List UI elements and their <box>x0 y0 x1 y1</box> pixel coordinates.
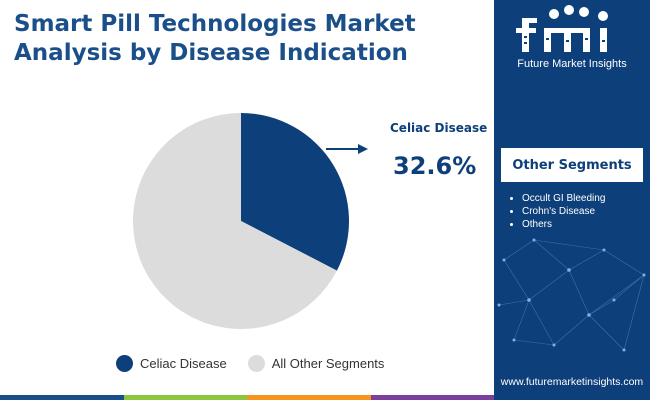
pie-slice-all-other-segments <box>132 113 337 329</box>
bottom-bar-segment <box>0 395 124 400</box>
fmi-logo-mark <box>516 5 608 52</box>
legend-item-celiac: Celiac Disease <box>116 355 227 372</box>
segments-title: Other Segments <box>512 157 632 173</box>
arrow-right-icon <box>326 144 368 154</box>
pie-chart <box>132 113 368 329</box>
legend-swatch-celiac <box>116 355 133 372</box>
bottom-color-bar <box>0 395 494 400</box>
fmi-logo-icon: Future Market Insights <box>494 0 650 80</box>
website-link[interactable]: www.futuremarketinsights.com <box>500 376 644 388</box>
side-panel: Future Market Insights Other Segments Oc… <box>494 0 650 400</box>
network-decoration <box>497 238 646 352</box>
segments-header: Other Segments <box>501 148 643 182</box>
callout-label: Celiac Disease <box>390 121 488 135</box>
legend-swatch-other <box>247 355 265 372</box>
callout-value: 32.6% <box>393 152 477 180</box>
legend-item-other: All Other Segments <box>247 355 385 372</box>
bottom-bar-segment <box>247 395 371 400</box>
legend-label: Celiac Disease <box>140 356 227 371</box>
list-item: Crohn's Disease <box>509 205 605 218</box>
segments-list: Occult GI Bleeding Crohn's Disease Other… <box>509 192 605 231</box>
chart-legend: Celiac Disease All Other Segments <box>116 355 405 372</box>
list-item: Others <box>509 218 605 231</box>
brand-name: Future Market Insights <box>517 58 627 70</box>
list-item: Occult GI Bleeding <box>509 192 605 205</box>
bottom-bar-segment <box>370 395 494 400</box>
legend-label: All Other Segments <box>271 356 385 371</box>
page-title: Smart Pill Technologies Market Analysis … <box>14 11 416 66</box>
pie-slice-celiac-disease <box>241 113 349 271</box>
pie-slices <box>132 113 349 329</box>
bottom-bar-segment <box>123 395 247 400</box>
